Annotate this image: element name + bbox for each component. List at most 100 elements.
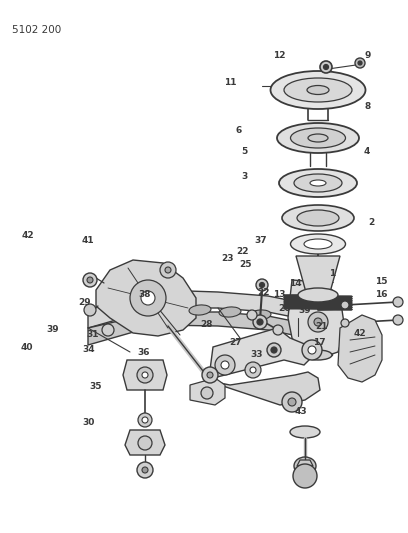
Text: 6: 6: [235, 126, 242, 135]
Circle shape: [293, 464, 317, 488]
Ellipse shape: [284, 78, 352, 102]
Circle shape: [314, 318, 322, 326]
Circle shape: [308, 312, 328, 332]
Circle shape: [138, 413, 152, 427]
Ellipse shape: [297, 210, 339, 226]
Text: 3: 3: [242, 173, 248, 181]
Text: 40: 40: [20, 343, 33, 352]
Ellipse shape: [304, 239, 332, 249]
Circle shape: [253, 315, 267, 329]
Text: 27: 27: [230, 338, 242, 346]
Circle shape: [130, 280, 166, 316]
Ellipse shape: [290, 234, 346, 254]
Polygon shape: [123, 360, 167, 390]
Polygon shape: [205, 372, 320, 405]
Circle shape: [358, 61, 362, 65]
Text: 5102 200: 5102 200: [12, 25, 61, 35]
Text: 9: 9: [364, 52, 370, 60]
Circle shape: [393, 297, 403, 307]
Text: 23: 23: [222, 254, 234, 263]
Ellipse shape: [307, 85, 329, 94]
Circle shape: [207, 372, 213, 378]
Polygon shape: [88, 290, 310, 328]
Circle shape: [215, 355, 235, 375]
Text: 41: 41: [82, 237, 94, 245]
Text: 33: 33: [250, 350, 262, 359]
Circle shape: [102, 324, 114, 336]
Text: 12: 12: [273, 52, 286, 60]
Circle shape: [83, 273, 97, 287]
Polygon shape: [297, 460, 313, 466]
Polygon shape: [210, 328, 314, 377]
Circle shape: [324, 64, 328, 69]
Circle shape: [247, 310, 257, 320]
Text: 22: 22: [257, 288, 269, 296]
Circle shape: [87, 277, 93, 283]
Polygon shape: [338, 315, 382, 382]
Text: 21: 21: [315, 322, 328, 330]
Circle shape: [142, 417, 148, 423]
Text: 31: 31: [87, 330, 99, 339]
Text: 17: 17: [313, 338, 325, 346]
Circle shape: [302, 340, 322, 360]
Circle shape: [221, 361, 229, 369]
Text: 22: 22: [237, 247, 249, 256]
Text: 5: 5: [242, 148, 248, 156]
Ellipse shape: [290, 426, 320, 438]
Circle shape: [141, 291, 155, 305]
Circle shape: [160, 262, 176, 278]
Circle shape: [202, 367, 218, 383]
Text: 42: 42: [22, 231, 34, 240]
Text: 16: 16: [375, 290, 388, 299]
Ellipse shape: [310, 180, 326, 186]
Circle shape: [245, 362, 261, 378]
Bar: [304, 290, 332, 355]
Text: 30: 30: [83, 418, 95, 426]
Text: 39: 39: [299, 306, 311, 314]
Text: 29: 29: [79, 298, 91, 307]
Text: 38: 38: [139, 290, 151, 298]
Ellipse shape: [249, 310, 271, 320]
Ellipse shape: [282, 205, 354, 231]
Text: 43: 43: [295, 407, 307, 416]
Text: 36: 36: [137, 349, 150, 357]
Text: 39: 39: [46, 325, 58, 334]
Text: 42: 42: [354, 329, 366, 337]
Text: 1: 1: [329, 269, 336, 278]
Text: 4: 4: [364, 148, 370, 156]
Circle shape: [341, 301, 349, 309]
Ellipse shape: [298, 288, 338, 302]
Text: 26: 26: [279, 304, 291, 312]
Ellipse shape: [189, 305, 211, 315]
Text: 11: 11: [224, 78, 237, 87]
Ellipse shape: [294, 174, 342, 192]
Ellipse shape: [219, 307, 241, 317]
Circle shape: [288, 398, 296, 406]
Circle shape: [138, 436, 152, 450]
Text: 2: 2: [368, 219, 375, 227]
Polygon shape: [125, 430, 165, 455]
Text: 15: 15: [375, 277, 388, 286]
Ellipse shape: [279, 169, 357, 197]
Circle shape: [308, 346, 316, 354]
Text: 25: 25: [239, 261, 252, 269]
Circle shape: [165, 267, 171, 273]
Circle shape: [355, 58, 365, 68]
Text: 13: 13: [273, 290, 286, 298]
Ellipse shape: [308, 134, 328, 142]
Circle shape: [393, 315, 403, 325]
Circle shape: [142, 467, 148, 473]
Text: 14: 14: [290, 279, 302, 288]
Circle shape: [341, 319, 349, 327]
Text: 35: 35: [90, 382, 102, 391]
Circle shape: [320, 61, 332, 73]
Ellipse shape: [304, 350, 332, 360]
Circle shape: [273, 325, 283, 335]
Polygon shape: [88, 312, 310, 346]
Circle shape: [201, 387, 213, 399]
Circle shape: [137, 367, 153, 383]
Polygon shape: [96, 260, 196, 336]
Text: 37: 37: [254, 237, 266, 245]
Circle shape: [84, 304, 96, 316]
Circle shape: [250, 367, 256, 373]
